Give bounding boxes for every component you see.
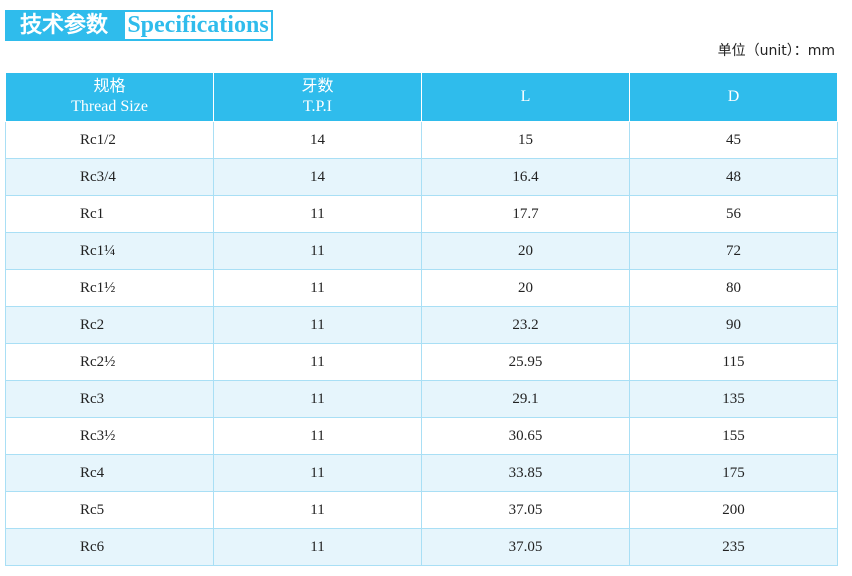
table-cell: Rc3 [5, 380, 214, 418]
table-cell: 11 [213, 454, 422, 492]
table-body: Rc1/2 14 15 45 Rc3/4 14 16.4 48 Rc1 11 17.7 56 Rc1¼ 1… [5, 121, 838, 566]
table-cell: Rc4 [5, 454, 214, 492]
table-row: Rc2½ 11 25.95 115 [5, 343, 838, 381]
header-line: 规格 [93, 78, 126, 95]
table-cell: 11 [213, 343, 422, 381]
table-row: Rc3 11 29.1 135 [5, 380, 838, 418]
table-cell: 20 [421, 232, 630, 270]
table-cell: 200 [629, 491, 838, 529]
table-cell: 11 [213, 491, 422, 529]
table-cell: 20 [421, 269, 630, 307]
title-en: Specifications [123, 10, 273, 41]
column-header: 规格 Thread Size [5, 72, 214, 122]
header-line: D [727, 88, 740, 105]
table-row: Rc5 11 37.05 200 [5, 491, 838, 529]
table-cell: 23.2 [421, 306, 630, 344]
table-cell: Rc1 [5, 195, 214, 233]
table-cell: 11 [213, 232, 422, 270]
table-row: Rc4 11 33.85 175 [5, 454, 838, 492]
table-row: Rc3½ 11 30.65 155 [5, 417, 838, 455]
table-cell: 11 [213, 269, 422, 307]
table-cell: 29.1 [421, 380, 630, 418]
table-cell: 17.7 [421, 195, 630, 233]
table-cell: Rc5 [5, 491, 214, 529]
table-cell: 11 [213, 306, 422, 344]
table-cell: 155 [629, 417, 838, 455]
table-cell: Rc1/2 [5, 121, 214, 159]
table-cell: 235 [629, 528, 838, 566]
column-header: 牙数 T.P.I [213, 72, 422, 122]
table-cell: 56 [629, 195, 838, 233]
table-cell: 115 [629, 343, 838, 381]
column-header: L [421, 72, 630, 122]
table-cell: 33.85 [421, 454, 630, 492]
table-row: Rc1½ 11 20 80 [5, 269, 838, 307]
table-cell: Rc6 [5, 528, 214, 566]
table-cell: Rc2½ [5, 343, 214, 381]
table-cell: 37.05 [421, 528, 630, 566]
table-row: Rc1/2 14 15 45 [5, 121, 838, 159]
table-row: Rc6 11 37.05 235 [5, 528, 838, 566]
header-line: L [520, 88, 531, 105]
table-cell: Rc3/4 [5, 158, 214, 196]
table-row: Rc1 11 17.7 56 [5, 195, 838, 233]
table-row: Rc2 11 23.2 90 [5, 306, 838, 344]
table-cell: 25.95 [421, 343, 630, 381]
table-cell: 30.65 [421, 417, 630, 455]
table-cell: 11 [213, 528, 422, 566]
table-cell: Rc2 [5, 306, 214, 344]
table-cell: 14 [213, 158, 422, 196]
spec-table: 规格 Thread Size 牙数 T.P.I L D Rc1/2 14 15 45 Rc3/4 14… [5, 72, 838, 566]
header-line: 牙数 [301, 78, 334, 95]
header-row: 规格 Thread Size 牙数 T.P.I L D [5, 72, 838, 122]
table-cell: 45 [629, 121, 838, 159]
table-cell: 175 [629, 454, 838, 492]
header-line: Thread Size [71, 98, 148, 115]
table-cell: 16.4 [421, 158, 630, 196]
table-cell: 11 [213, 380, 422, 418]
table-row: Rc3/4 14 16.4 48 [5, 158, 838, 196]
table-cell: 48 [629, 158, 838, 196]
table-cell: Rc1½ [5, 269, 214, 307]
table-cell: Rc3½ [5, 417, 214, 455]
unit-note: 单位（unit）：mm [717, 43, 835, 59]
table-cell: 11 [213, 195, 422, 233]
table-cell: 135 [629, 380, 838, 418]
table-cell: 80 [629, 269, 838, 307]
table-row: Rc1¼ 11 20 72 [5, 232, 838, 270]
table-cell: 11 [213, 417, 422, 455]
table-cell: 72 [629, 232, 838, 270]
table-cell: Rc1¼ [5, 232, 214, 270]
column-header: D [629, 72, 838, 122]
table-cell: 14 [213, 121, 422, 159]
table-cell: 15 [421, 121, 630, 159]
title-zh: 技术参数 [5, 10, 123, 41]
table-cell: 37.05 [421, 491, 630, 529]
table-cell: 90 [629, 306, 838, 344]
header-line: T.P.I [302, 98, 333, 115]
